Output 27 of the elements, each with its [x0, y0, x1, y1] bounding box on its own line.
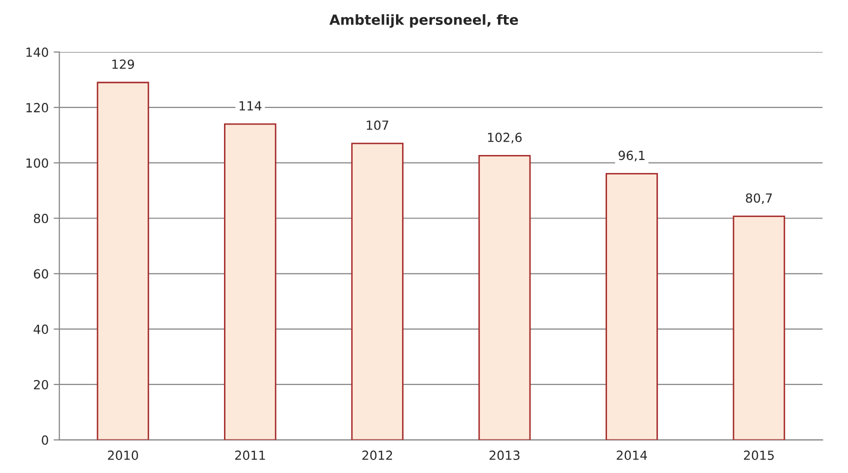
x-tick-label: 2013: [490, 450, 520, 460]
y-tick-label: 0: [42, 435, 48, 445]
y-tick-label: 100: [26, 158, 48, 168]
bar: [96, 82, 150, 440]
y-tick-label: 40: [34, 324, 48, 334]
data-label: 107: [366, 120, 388, 130]
x-tick-label: 2014: [616, 450, 647, 460]
bar: [732, 216, 786, 440]
data-label: 80,7: [746, 193, 772, 204]
data-label: 102,6: [488, 132, 522, 144]
chart-title: Ambtelijk personeel, fte: [329, 14, 518, 28]
data-label: 114: [240, 101, 262, 110]
bar: [478, 154, 531, 440]
y-tick-label: 140: [26, 48, 48, 57]
bar: [606, 172, 658, 440]
y-tick-label: 80: [34, 214, 48, 224]
x-tick-label: 2010: [108, 450, 138, 460]
data-label: 96,1: [618, 150, 645, 162]
x-tick-label: 2011: [235, 450, 265, 460]
y-tick-label: 60: [34, 269, 48, 279]
y-tick-label: 120: [26, 102, 48, 112]
x-tick-label: 2015: [744, 450, 774, 460]
y-tick-label: 20: [34, 380, 48, 390]
x-tick-label: 2012: [362, 450, 392, 460]
bar: [224, 123, 276, 440]
bar: [351, 142, 404, 440]
data-label: 129: [112, 60, 134, 69]
